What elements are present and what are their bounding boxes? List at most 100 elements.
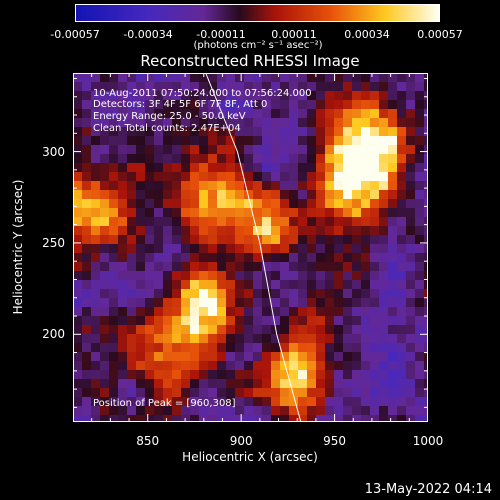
heatmap-cell	[307, 253, 317, 263]
heatmap-cell	[370, 181, 380, 191]
heatmap-cell	[253, 190, 263, 200]
heatmap-cell	[109, 217, 119, 227]
heatmap-cell	[190, 298, 200, 308]
heatmap-cell	[370, 163, 380, 173]
heatmap-cell	[217, 343, 227, 353]
heatmap-cell	[424, 343, 428, 353]
heatmap-cell	[397, 406, 407, 416]
heatmap-cell	[406, 244, 416, 254]
heatmap-cell	[343, 208, 353, 218]
heatmap-cell	[388, 262, 398, 272]
heatmap-cell	[82, 307, 92, 317]
heatmap-cell	[361, 370, 371, 380]
heatmap-cell	[199, 118, 209, 128]
heatmap-cell	[91, 91, 101, 101]
heatmap-cell	[190, 397, 200, 407]
heatmap-cell	[289, 361, 299, 371]
heatmap-cell	[334, 406, 344, 416]
heatmap-cell	[370, 307, 380, 317]
heatmap-cell	[352, 100, 362, 110]
heatmap-cell	[217, 280, 227, 290]
heatmap-cell	[190, 154, 200, 164]
heatmap-cell	[163, 226, 173, 236]
heatmap-cell	[397, 199, 407, 209]
heatmap-cell	[343, 73, 353, 83]
heatmap-cell	[397, 118, 407, 128]
heatmap-cell	[271, 82, 281, 92]
heatmap-cell	[343, 217, 353, 227]
heatmap-cell	[136, 181, 146, 191]
heatmap-cell	[136, 136, 146, 146]
heatmap-cell	[298, 271, 308, 281]
heatmap-cell	[262, 208, 272, 218]
heatmap-cell	[334, 397, 344, 407]
heatmap-cell	[280, 325, 290, 335]
heatmap-cell	[190, 343, 200, 353]
heatmap-cell	[190, 163, 200, 173]
heatmap-cell	[181, 388, 191, 398]
heatmap-cell	[100, 235, 110, 245]
heatmap-cell	[226, 226, 236, 236]
heatmap-cell	[343, 334, 353, 344]
heatmap-cell	[190, 73, 200, 83]
heatmap-cell	[370, 343, 380, 353]
heatmap-cell	[262, 163, 272, 173]
heatmap-cell	[415, 316, 425, 326]
heatmap-cell	[235, 298, 245, 308]
heatmap-cell	[307, 316, 317, 326]
heatmap-cell	[127, 217, 137, 227]
heatmap-cell	[415, 235, 425, 245]
heatmap-cell	[307, 244, 317, 254]
heatmap-cell	[145, 280, 155, 290]
heatmap-cell	[370, 262, 380, 272]
heatmap-cell	[343, 397, 353, 407]
heatmap-cell	[226, 379, 236, 389]
heatmap-cell	[262, 154, 272, 164]
heatmap-cell	[379, 307, 389, 317]
heatmap-cell	[280, 406, 290, 416]
heatmap-cell	[370, 154, 380, 164]
heatmap-cell	[307, 145, 317, 155]
heatmap-cell	[316, 361, 326, 371]
heatmap-cell	[253, 145, 263, 155]
heatmap-cell	[253, 415, 263, 422]
heatmap-cell	[325, 307, 335, 317]
heatmap-cell	[226, 208, 236, 218]
heatmap-cell	[415, 388, 425, 398]
annotation-clean-counts: Clean Total counts: 2.47E+04	[93, 123, 241, 134]
heatmap-cell	[172, 388, 182, 398]
heatmap-cell	[127, 379, 137, 389]
heatmap-cell	[379, 361, 389, 371]
heatmap-cell	[397, 73, 407, 83]
heatmap-cell	[235, 253, 245, 263]
heatmap-cell	[226, 280, 236, 290]
heatmap-cell	[172, 370, 182, 380]
heatmap-cell	[118, 199, 128, 209]
heatmap-cell	[136, 217, 146, 227]
heatmap-cell	[73, 352, 83, 362]
heatmap-cell	[127, 118, 137, 128]
heatmap-cell	[379, 370, 389, 380]
heatmap-cell	[352, 163, 362, 173]
heatmap-cell	[118, 244, 128, 254]
heatmap-cell	[73, 154, 83, 164]
heatmap-cell	[325, 388, 335, 398]
heatmap-cell	[307, 235, 317, 245]
heatmap-cell	[379, 271, 389, 281]
heatmap-cell	[145, 352, 155, 362]
heatmap-cell	[334, 199, 344, 209]
heatmap-cell	[334, 334, 344, 344]
heatmap-cell	[82, 145, 92, 155]
heatmap-cell	[190, 235, 200, 245]
heatmap-cell	[244, 334, 254, 344]
heatmap-cell	[379, 154, 389, 164]
heatmap-cell	[352, 190, 362, 200]
heatmap-cell	[424, 379, 428, 389]
heatmap-cell	[244, 199, 254, 209]
heatmap-cell	[379, 172, 389, 182]
heatmap-cell	[235, 145, 245, 155]
heatmap-cell	[397, 361, 407, 371]
heatmap-cell	[100, 73, 110, 83]
heatmap-cell	[370, 190, 380, 200]
heatmap-cell	[181, 325, 191, 335]
